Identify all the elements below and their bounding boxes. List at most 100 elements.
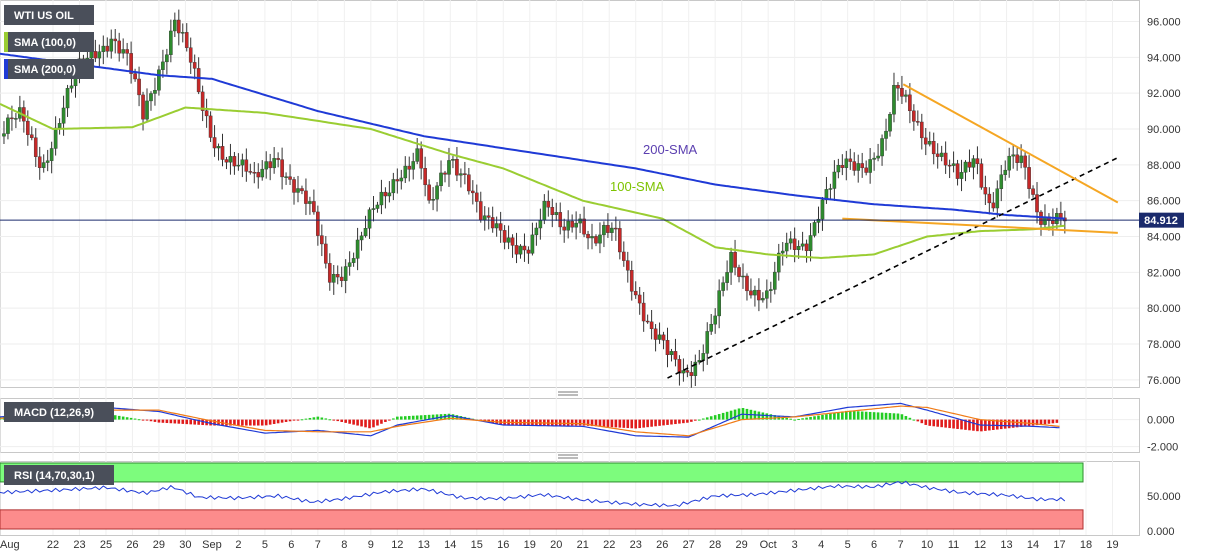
macd-bar-positive — [813, 416, 816, 420]
candle-bull — [725, 260, 729, 291]
candle-body — [1059, 213, 1063, 219]
candle-bear — [919, 113, 924, 150]
macd-bar-positive — [328, 419, 332, 421]
candle-bull — [343, 259, 348, 294]
candle-body — [987, 193, 992, 204]
candle-bear — [176, 9, 181, 46]
macd-bar-positive — [801, 418, 804, 420]
candle-body — [971, 158, 976, 168]
macd-bar-negative — [916, 419, 920, 422]
price-tick-label: 84.000 — [1147, 232, 1181, 244]
macd-bar-negative — [1015, 419, 1019, 428]
macd-bar-positive — [900, 414, 904, 420]
macd-bar-negative — [177, 419, 181, 424]
macd-bar-positive — [729, 410, 733, 420]
candle-bear — [339, 266, 344, 288]
candle-bear — [570, 214, 574, 233]
legend-sma200-tag[interactable]: SMA (200,0) — [4, 59, 94, 79]
macd-bar-negative — [1007, 419, 1011, 429]
macd-bar-negative — [284, 419, 288, 422]
candle-body — [45, 160, 50, 163]
candle-body — [367, 209, 372, 229]
candle-bear — [943, 141, 948, 174]
candle-bear — [220, 133, 225, 167]
candle-bull — [963, 160, 968, 182]
candle-bull — [769, 281, 773, 303]
legend-symbol-tag[interactable]: WTI US OIL — [4, 5, 94, 25]
candle-body — [947, 164, 952, 167]
macd-bar-negative — [944, 419, 947, 428]
candle-bull — [153, 77, 157, 106]
candle-bull — [1007, 147, 1012, 178]
candle-bear — [407, 156, 412, 182]
candle-body — [165, 54, 169, 63]
candle-body — [566, 220, 570, 231]
candle-body — [820, 199, 825, 220]
candle-body — [288, 176, 292, 180]
candle-body — [173, 19, 177, 32]
candle-bear — [212, 125, 217, 157]
legend-rsi-tag[interactable]: RSI (14,70,30,1) — [4, 465, 114, 485]
candle-body — [772, 271, 777, 290]
candle-body — [1023, 155, 1027, 168]
candle-body — [892, 85, 896, 115]
candle-bull — [669, 348, 674, 362]
candle-body — [657, 334, 662, 340]
candle-bear — [955, 159, 960, 186]
macd-bar-negative — [936, 419, 939, 427]
pane-resize-handle-rsi[interactable] — [558, 454, 578, 459]
candle-body — [554, 212, 559, 215]
candle-bear — [252, 162, 257, 184]
candle-body — [844, 158, 849, 168]
candle-bull — [97, 44, 102, 68]
candle-body — [912, 110, 916, 122]
legend-macd-tag[interactable]: MACD (12,26,9) — [4, 402, 114, 422]
candle-bull — [49, 141, 54, 174]
macd-line — [0, 402, 1060, 438]
macd-bar-negative — [356, 419, 359, 426]
macd-bar-positive — [431, 414, 435, 420]
candle-bear — [105, 37, 110, 58]
candle-body — [355, 239, 360, 259]
candle-bear — [200, 85, 205, 122]
candle-body — [633, 291, 638, 296]
macd-bar-positive — [817, 415, 820, 420]
candle-bear — [1031, 185, 1035, 198]
candle-bull — [45, 149, 50, 172]
candle-bear — [991, 192, 996, 212]
candle-bear — [514, 232, 519, 264]
candle-body — [717, 290, 721, 317]
pane-resize-handle-macd[interactable] — [558, 391, 578, 396]
candle-body — [908, 94, 912, 112]
macd-bar-positive — [880, 412, 884, 420]
candle-body — [606, 225, 610, 233]
candle-bull — [506, 225, 511, 250]
candle-bull — [717, 279, 721, 329]
macd-bar-negative — [634, 419, 638, 429]
candle-body — [411, 161, 416, 170]
candle-body — [379, 191, 384, 206]
candle-body — [673, 351, 678, 360]
macd-bar-negative — [288, 419, 292, 422]
candle-body — [320, 235, 324, 245]
candle-body — [749, 290, 753, 296]
macd-bar-negative — [682, 419, 685, 424]
macd-bar-positive — [447, 413, 451, 420]
time-tick-label: 19 — [524, 539, 536, 551]
candle-bear — [983, 175, 988, 206]
candle-bear — [312, 189, 316, 215]
candle-body — [41, 162, 46, 168]
candle-body — [935, 153, 940, 157]
candle-bear — [288, 164, 292, 186]
legend-sma100-tag[interactable]: SMA (100,0) — [4, 32, 94, 52]
candle-body — [900, 88, 904, 97]
candle-body — [836, 165, 841, 173]
price-tick-label: 92.000 — [1147, 88, 1181, 100]
candle-body — [316, 211, 320, 236]
candle-body — [629, 270, 634, 292]
candle-bear — [625, 251, 630, 283]
macd-bar-negative — [960, 419, 963, 430]
candle-bear — [558, 202, 563, 235]
macd-bar-positive — [713, 415, 717, 420]
macd-bar-negative — [1035, 419, 1039, 426]
